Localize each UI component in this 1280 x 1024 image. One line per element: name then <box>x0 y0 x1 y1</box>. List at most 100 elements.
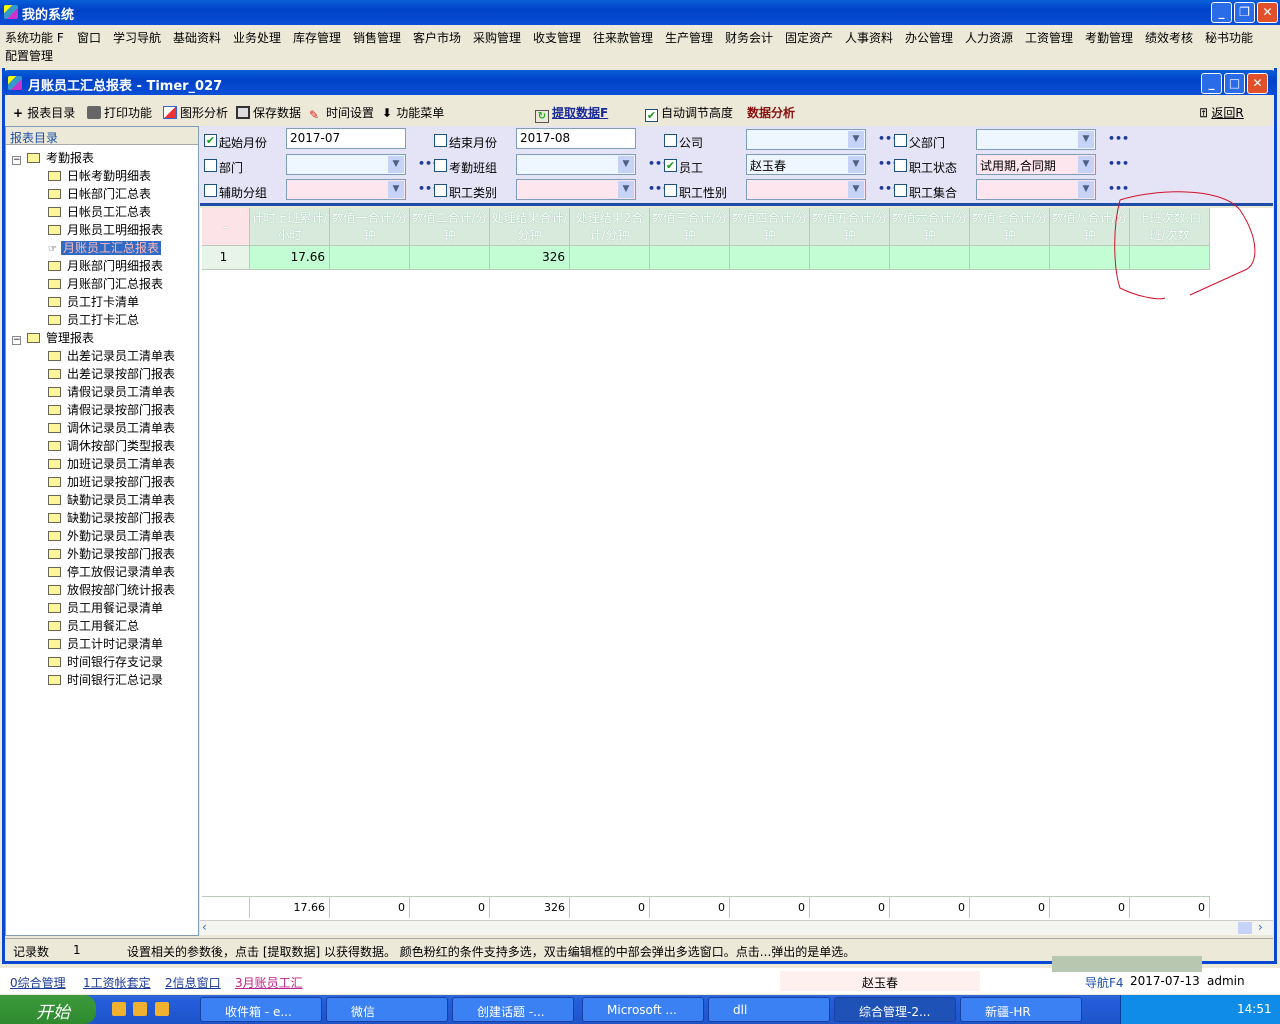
tree-item[interactable]: 加班记录员工清单表 <box>48 456 175 472</box>
filter-checkbox[interactable] <box>434 184 447 197</box>
menu-item[interactable]: 固定资产 <box>785 31 834 45</box>
menu-item[interactable]: 采购管理 <box>473 31 522 45</box>
table-cell[interactable] <box>1130 246 1210 270</box>
menu-item[interactable]: 客户市场 <box>413 31 462 45</box>
tree-item[interactable]: 月账部门汇总报表 <box>48 276 163 292</box>
tree-item[interactable]: 员工用餐汇总 <box>48 618 139 634</box>
report-dir-button[interactable]: + 报表目录 <box>13 104 75 121</box>
scroll-thumb[interactable] <box>1238 922 1252 934</box>
chevron-down-icon[interactable]: ▼ <box>618 156 634 173</box>
filter-checkbox[interactable] <box>664 134 677 147</box>
nav-link[interactable]: 导航F4 <box>1085 976 1124 990</box>
ellipsis-button[interactable]: ••• <box>648 157 670 170</box>
chevron-down-icon[interactable]: ▼ <box>848 181 864 198</box>
menu-item[interactable]: 办公管理 <box>905 31 954 45</box>
menu-item[interactable]: 财务会计 <box>725 31 774 45</box>
ellipsis-button[interactable]: ••• <box>418 182 440 195</box>
ellipsis-button[interactable]: ••• <box>1108 157 1130 170</box>
tree-item[interactable]: 员工打卡清单 <box>48 294 139 310</box>
auto-height-checkbox[interactable]: ✔ 自动调节高度 <box>645 104 733 122</box>
ellipsis-button[interactable]: ••• <box>648 182 670 195</box>
taskbar-button[interactable]: 收件箱 - e... <box>200 997 322 1022</box>
filter-checkbox[interactable] <box>664 184 677 197</box>
chevron-down-icon[interactable]: ▼ <box>848 131 864 148</box>
taskbar-button[interactable]: 微信 <box>326 997 448 1022</box>
filter-checkbox[interactable] <box>204 184 217 197</box>
restore-button[interactable]: ❐ <box>1234 2 1255 23</box>
column-header[interactable]: 上班次数.白班/次数 <box>1130 208 1210 246</box>
chevron-down-icon[interactable]: ▼ <box>848 156 864 173</box>
filter-dropdown[interactable]: 试用期,合同期 ▼ <box>976 154 1096 175</box>
menu-item[interactable]: 学习导航 <box>113 31 162 45</box>
taskbar-button[interactable]: Microsoft ... <box>582 997 704 1022</box>
menu-config[interactable]: 配置管理 <box>5 49 54 63</box>
child-close-button[interactable]: ✕ <box>1247 73 1268 94</box>
filter-dropdown[interactable]: ▼ <box>976 129 1096 150</box>
close-button[interactable]: ✕ <box>1257 2 1278 23</box>
filter-checkbox[interactable]: ✔ <box>664 159 677 172</box>
filter-checkbox[interactable]: ✔ <box>204 134 217 147</box>
table-cell[interactable] <box>810 246 890 270</box>
filter-dropdown[interactable]: ▼ <box>516 179 636 200</box>
menu-item[interactable]: 工资管理 <box>1025 31 1074 45</box>
filter-dropdown[interactable]: ▼ <box>516 154 636 175</box>
save-button[interactable]: 保存数据 <box>236 104 301 121</box>
menu-item[interactable]: 生产管理 <box>665 31 714 45</box>
ie-icon[interactable] <box>155 1002 169 1016</box>
chevron-down-icon[interactable]: ▼ <box>1078 156 1094 173</box>
column-header[interactable]: 处理结果2合计/分钟 <box>570 208 650 246</box>
back-button[interactable]: ⍐ 返回R <box>1200 104 1244 121</box>
filter-checkbox[interactable] <box>204 159 217 172</box>
scroll-left-icon[interactable]: ‹ <box>202 920 207 934</box>
taskbar-button[interactable]: 综合管理-2... <box>834 997 956 1022</box>
tree-item[interactable]: ☞ 月账员工汇总报表 <box>48 240 161 256</box>
column-header[interactable]: 数值三合计/分钟 <box>650 208 730 246</box>
tree-item[interactable]: 员工计时记录清单 <box>48 636 163 652</box>
tree-group[interactable]: − 管理报表 <box>12 330 94 346</box>
filter-input[interactable]: 2017-08 <box>516 128 636 149</box>
column-header[interactable]: 处理结果合计/分钟 <box>490 208 570 246</box>
ellipsis-button[interactable]: ••• <box>878 157 900 170</box>
tree-item[interactable]: 时间银行汇总记录 <box>48 672 163 688</box>
filter-dropdown[interactable]: ▼ <box>976 179 1096 200</box>
collapse-icon[interactable]: − <box>12 335 21 345</box>
chevron-down-icon[interactable]: ▼ <box>1078 181 1094 198</box>
column-header[interactable]: 数值五合计/分钟 <box>810 208 890 246</box>
menu-item[interactable]: 往来款管理 <box>593 31 654 45</box>
filter-checkbox[interactable] <box>894 134 907 147</box>
menu-item[interactable]: 绩效考核 <box>1145 31 1194 45</box>
window-tab[interactable]: 1工资帐套定 <box>83 976 151 990</box>
table-cell[interactable]: 326 <box>490 246 570 270</box>
minimize-button[interactable]: _ <box>1211 2 1232 23</box>
taskbar-button[interactable]: 新疆-HR <box>960 997 1082 1022</box>
menu-item[interactable]: 销售管理 <box>353 31 402 45</box>
column-header[interactable]: 数值六合计/分钟 <box>890 208 970 246</box>
tree-item[interactable]: 请假记录员工清单表 <box>48 384 175 400</box>
chevron-down-icon[interactable]: ▼ <box>1078 131 1094 148</box>
filter-dropdown[interactable]: 赵玉春 ▼ <box>746 154 866 175</box>
chevron-down-icon[interactable]: ▼ <box>618 181 634 198</box>
ime-toolbar[interactable] <box>1052 956 1202 972</box>
ellipsis-button[interactable]: ••• <box>418 157 440 170</box>
table-cell[interactable] <box>730 246 810 270</box>
print-button[interactable]: 打印功能 <box>87 104 152 121</box>
tree-item[interactable]: 日帐部门汇总表 <box>48 186 151 202</box>
table-cell[interactable]: 17.66 <box>250 246 330 270</box>
filter-dropdown[interactable]: ▼ <box>286 179 406 200</box>
filter-input[interactable]: 2017-07 <box>286 128 406 149</box>
menu-item[interactable]: 基础资料 <box>173 31 222 45</box>
menu-item[interactable]: 秘书功能 <box>1205 31 1254 45</box>
filter-checkbox[interactable] <box>434 134 447 147</box>
menu-item[interactable]: 业务处理 <box>233 31 282 45</box>
tree-item[interactable]: 调休按部门类型报表 <box>48 438 175 454</box>
tree-item[interactable]: 停工放假记录清单表 <box>48 564 175 580</box>
scroll-right-icon[interactable]: › <box>1258 920 1263 934</box>
tree-item[interactable]: 月账部门明细报表 <box>48 258 163 274</box>
tree-item[interactable]: 加班记录按部门报表 <box>48 474 175 490</box>
menu-item[interactable]: 库存管理 <box>293 31 342 45</box>
table-cell[interactable] <box>1050 246 1130 270</box>
column-header[interactable]: 计时上班累计/小时 <box>250 208 330 246</box>
ellipsis-button[interactable]: ••• <box>878 182 900 195</box>
menu-item[interactable]: 系统功能 F <box>5 31 64 45</box>
tree-item[interactable]: 外勤记录按部门报表 <box>48 546 175 562</box>
